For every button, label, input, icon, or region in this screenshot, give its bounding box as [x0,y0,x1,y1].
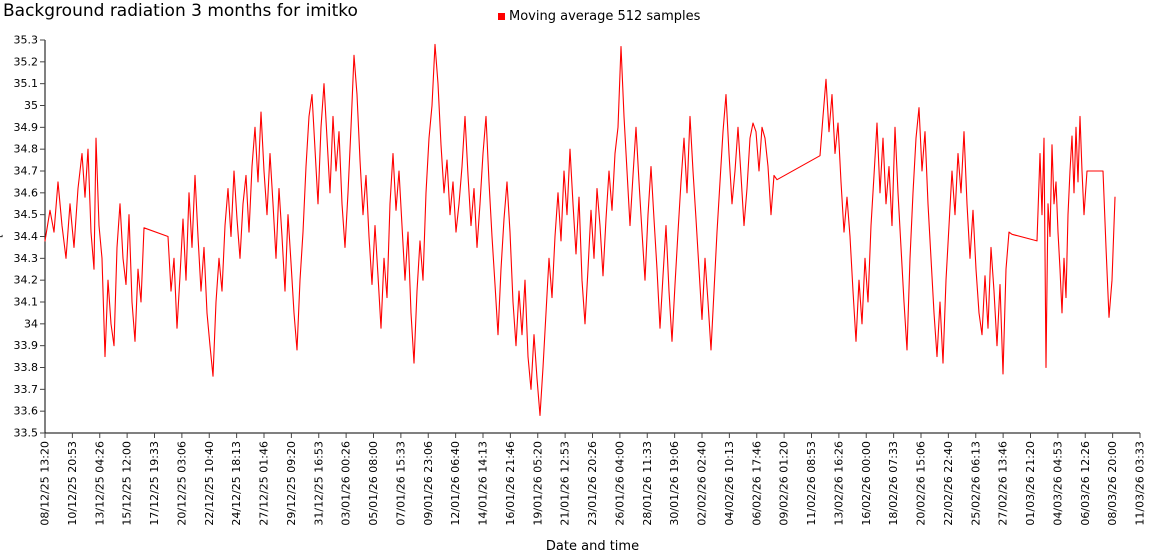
x-tick-label: 29/12/25 09:20 [285,441,298,526]
y-tick-label: 34.4 [14,230,39,243]
x-tick-label: 06/02/26 17:46 [750,441,763,526]
x-tick-label: 28/01/26 11:33 [641,441,654,526]
y-tick-label: 34.6 [14,186,39,199]
legend: Moving average 512 samples [498,9,700,24]
x-tick-label: 11/03/26 03:33 [1134,441,1147,526]
x-axis-title: Date and time [545,539,640,554]
x-tick-label: 13/12/25 04:26 [93,441,106,526]
y-tick-label: 34 [24,317,38,330]
x-tick-label: 04/02/26 10:13 [723,441,736,526]
x-tick-label: 15/12/25 12:00 [121,441,134,526]
x-tick-label: 09/02/26 01:20 [778,441,791,526]
x-tick-label: 01/03/26 21:20 [1024,441,1037,526]
x-tick-label: 23/01/26 20:26 [586,441,599,526]
legend-label: Moving average 512 samples [509,9,701,24]
x-tick-label: 18/02/26 07:33 [887,441,900,526]
x-tick-label: 20/02/26 15:06 [915,441,928,526]
y-tick-label: 34.5 [14,208,39,221]
y-tick-label: 35 [24,99,38,112]
x-tick-label: 13/02/26 16:26 [832,441,845,526]
x-tick-label: 11/02/26 08:53 [805,441,818,526]
y-tick-label: 33.9 [14,339,39,352]
y-tick-label: 34.3 [14,252,39,265]
x-tick-label: 07/01/26 15:33 [394,441,407,526]
x-tick-label: 05/01/26 08:00 [367,441,380,526]
x-tick-label: 31/12/25 16:53 [312,441,325,526]
y-tick-label: 35.2 [14,55,39,68]
x-tick-label: 25/02/26 06:13 [969,441,982,526]
x-tick-label: 19/01/26 05:20 [531,441,544,526]
y-tick-label: 34.8 [14,143,39,156]
legend-marker-square [498,13,505,20]
x-tick-label: 06/03/26 12:26 [1079,441,1092,526]
x-tick-label: 04/03/26 04:53 [1051,441,1064,526]
y-tick-label: 34.2 [14,274,39,287]
y-axis-label-fragment: [ [0,234,4,238]
x-tick-label: 30/01/26 19:06 [668,441,681,526]
x-tick-label: 02/02/26 02:40 [696,441,709,526]
y-tick-label: 33.8 [14,361,39,374]
x-tick-label: 26/01/26 04:00 [613,441,626,526]
y-tick-label: 33.7 [14,383,39,396]
y-tick-label: 33.6 [14,405,39,418]
x-tick-label: 09/01/26 23:06 [422,441,435,526]
x-tick-label: 14/01/26 14:13 [477,441,490,526]
x-tick-label: 08/03/26 20:00 [1106,441,1119,526]
radiation-moving-average-line [44,43,1116,417]
y-tick-label: 34.9 [14,121,39,134]
y-tick-label: 33.5 [14,427,39,440]
y-tick-label: 35.3 [14,34,39,47]
x-tick-label: 10/12/25 20:53 [66,441,79,526]
y-tick-label: 35.1 [14,77,39,90]
x-tick-label: 27/12/25 01:46 [258,441,271,526]
x-tick-label: 08/12/25 13:20 [39,441,52,526]
x-tick-label: 21/01/26 12:53 [559,441,572,526]
x-tick-label: 22/12/25 10:40 [203,441,216,526]
x-tick-label: 03/01/26 00:26 [340,441,353,526]
x-tick-label: 16/01/26 21:46 [504,441,517,526]
x-tick-label: 27/02/26 13:46 [997,441,1010,526]
y-tick-label: 34.1 [14,296,39,309]
x-tick-label: 16/02/26 00:00 [860,441,873,526]
chart-title: Background radiation 3 months for imitko [3,1,358,21]
x-tick-label: 17/12/25 19:33 [148,441,161,526]
x-tick-label: 24/12/25 18:13 [230,441,243,526]
x-tick-label: 22/02/26 22:40 [942,441,955,526]
y-tick-label: 34.7 [14,165,39,178]
x-tick-label: 12/01/26 06:40 [449,441,462,526]
x-tick-label: 20/12/25 03:06 [175,441,188,526]
